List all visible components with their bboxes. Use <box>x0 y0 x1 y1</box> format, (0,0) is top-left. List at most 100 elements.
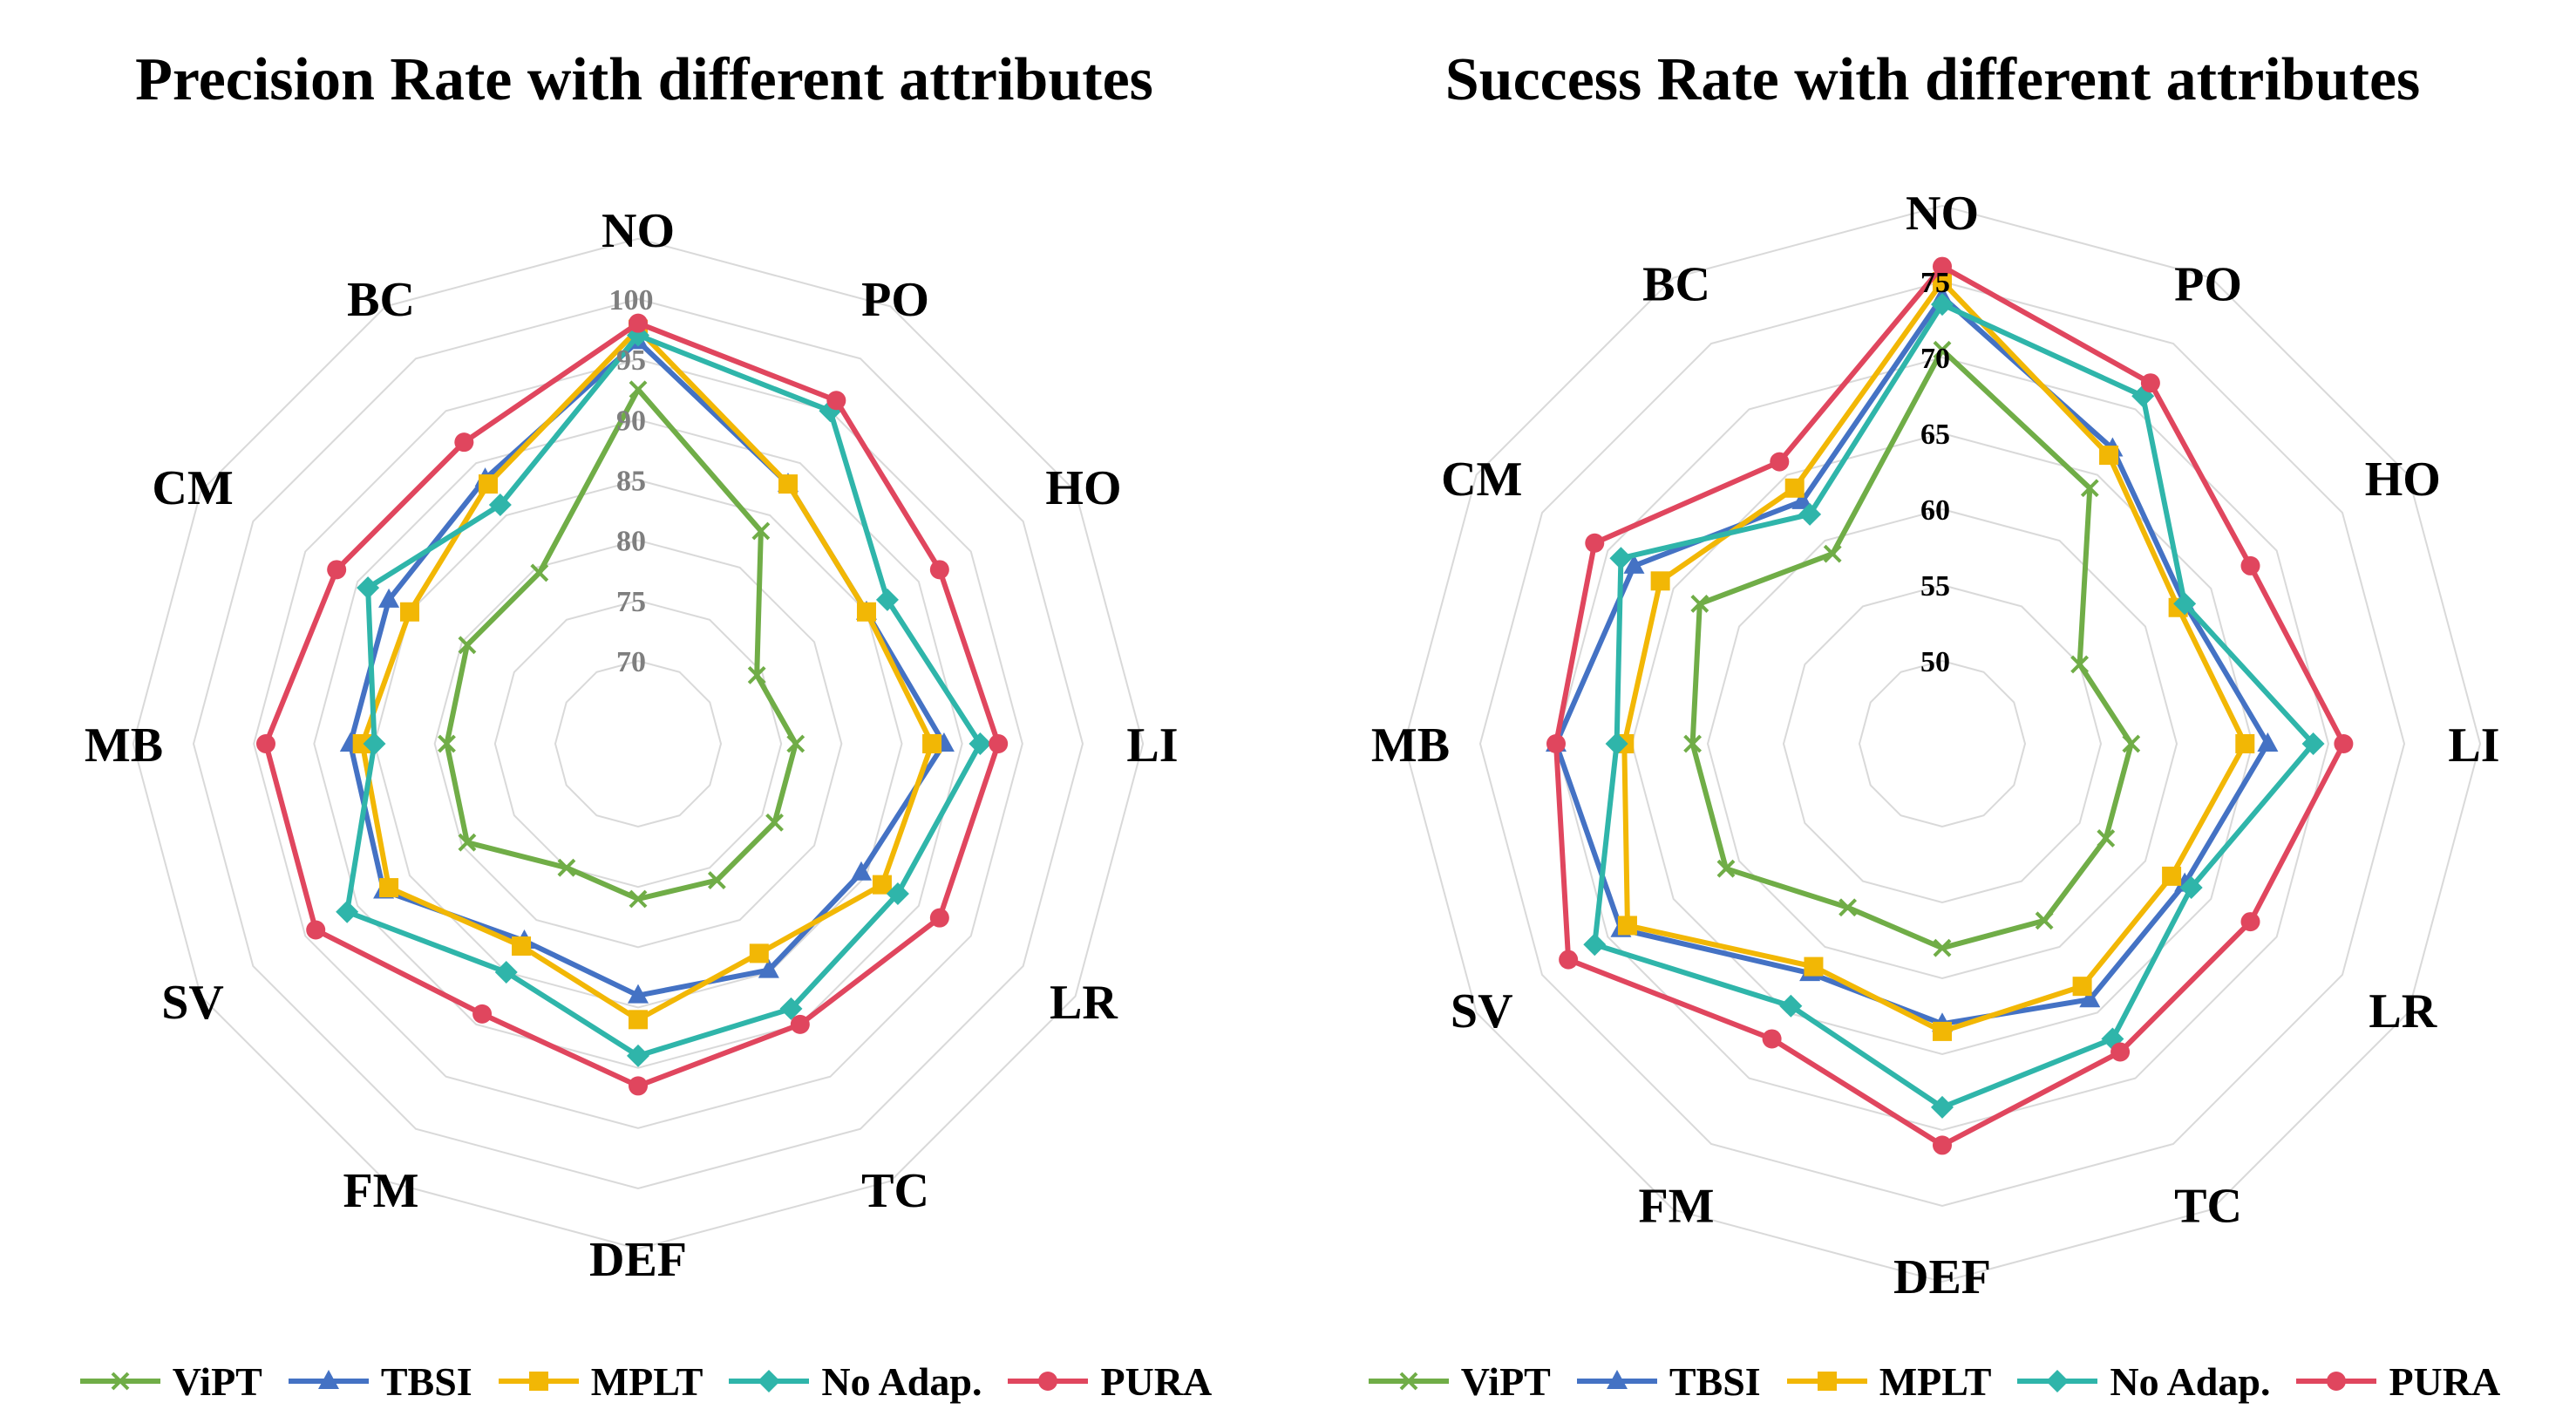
data-point <box>1683 734 1703 753</box>
data-point <box>1716 859 1736 878</box>
data-point <box>1605 732 1628 755</box>
precision-legend: ViPT TBSI MPLT No Adap. PURA <box>0 1350 1288 1413</box>
data-point <box>1585 533 1605 553</box>
axis-label-tc: TC <box>2174 1179 2242 1233</box>
data-point <box>256 734 275 753</box>
data-point <box>1791 489 1813 509</box>
radar-grid <box>1403 204 2482 1283</box>
legend-item: PURA <box>2293 1358 2500 1405</box>
precision-chart-title: Precision Rate with different attributes <box>135 46 1153 113</box>
tick-label: 65 <box>1920 419 1950 451</box>
data-point <box>989 734 1009 753</box>
axis-label-fm: FM <box>343 1164 418 1218</box>
data-point <box>1770 452 1790 472</box>
legend-marker-icon <box>528 1372 548 1391</box>
data-point <box>707 871 726 889</box>
tick-label: 85 <box>616 466 646 498</box>
axis-label-bc: BC <box>347 273 415 327</box>
tick-label: 75 <box>616 586 646 618</box>
axis-label-li: LI <box>2448 718 2499 773</box>
series-tbsi <box>339 330 955 1004</box>
data-point <box>929 560 949 580</box>
data-point <box>1933 1021 1952 1041</box>
data-point <box>747 665 766 684</box>
data-point <box>1650 571 1670 591</box>
success-legend: ViPT TBSI MPLT No Adap. PURA <box>1288 1350 2576 1413</box>
data-point <box>1779 994 1803 1018</box>
data-point <box>2122 734 2141 753</box>
data-point <box>1933 256 1952 276</box>
success-chart-title: Success Rate with different attributes <box>1444 46 2421 113</box>
data-point <box>1609 547 1633 570</box>
data-point <box>336 900 359 923</box>
data-point <box>557 858 576 877</box>
data-point <box>327 560 347 580</box>
data-point <box>1617 916 1637 936</box>
data-point <box>1762 1029 1782 1049</box>
data-point <box>379 878 399 898</box>
legend-marker-icon <box>111 1372 130 1391</box>
data-point <box>363 732 386 755</box>
legend-label: MPLT <box>590 1358 703 1404</box>
data-point <box>765 813 784 832</box>
legend-item: PURA <box>1004 1358 1212 1405</box>
category-labels: NO PO HO LI LR TC DEF FM SV MB CM BC <box>85 204 1179 1287</box>
data-point <box>628 984 649 1004</box>
data-point <box>1804 957 1824 977</box>
legend-marker-icon <box>2046 1370 2070 1392</box>
data-point <box>2301 732 2325 755</box>
data-point <box>1931 1095 1954 1119</box>
tick-label: 70 <box>616 646 646 678</box>
axis-label-no: NO <box>1906 187 1979 241</box>
legend-marker-icon <box>1399 1372 1418 1391</box>
data-point <box>458 833 477 852</box>
tick-label: 70 <box>1920 343 1950 375</box>
axis-label-bc: BC <box>1642 258 1710 312</box>
data-point <box>1583 933 1607 957</box>
data-point <box>2072 977 2092 997</box>
data-point <box>2173 592 2197 616</box>
data-point <box>2179 875 2203 899</box>
precision-radar-chart: 70 75 80 85 90 95 100 NO PO HO LI LR TC DEF FM SV MB CM BC <box>85 204 1179 1287</box>
data-point <box>1798 502 1822 526</box>
data-point <box>454 432 474 453</box>
legend-label: No Adap. <box>2110 1358 2271 1404</box>
grid-ring <box>493 599 783 889</box>
legend-marker-icon <box>1606 1370 1628 1389</box>
category-labels: NO PO HO LI LR TC DEF FM SV MB CM BC <box>1371 187 2500 1304</box>
data-point <box>872 875 892 895</box>
data-point <box>1933 340 1952 359</box>
data-point <box>512 936 532 957</box>
data-point <box>2035 911 2054 930</box>
tick-label: 75 <box>1920 267 1950 299</box>
data-point <box>1784 478 1805 498</box>
data-point <box>922 734 942 753</box>
legend-label: TBSI <box>1669 1358 1761 1404</box>
data-point <box>472 1004 493 1024</box>
grid-ring <box>1706 507 2178 980</box>
tick-label: 90 <box>616 405 646 437</box>
data-point <box>629 380 648 399</box>
tick-label: 95 <box>616 344 646 377</box>
data-point <box>1839 898 1858 917</box>
axis-label-mb: MB <box>85 718 163 773</box>
data-point <box>479 474 498 494</box>
axis-label-no: NO <box>602 204 675 258</box>
legend-marker-icon <box>1038 1372 1058 1391</box>
data-point <box>2079 988 2101 1008</box>
axis-label-cm: CM <box>1441 453 1522 507</box>
data-point <box>2240 555 2260 575</box>
data-point <box>826 391 846 411</box>
precision-rate-panel: 70 75 80 85 90 95 100 NO PO HO LI LR TC DEF FM SV MB CM BC… <box>0 46 1288 1413</box>
series-no-adap- <box>336 323 992 1067</box>
legend-label: MPLT <box>1879 1358 1992 1404</box>
grid-ring <box>1858 659 2027 828</box>
legend-marker-icon <box>1817 1372 1837 1391</box>
data-point <box>378 588 400 608</box>
series-vipt <box>1683 340 2141 957</box>
data-point <box>2140 373 2160 393</box>
data-point <box>1623 554 1645 574</box>
data-point <box>629 1010 648 1030</box>
grid-ring <box>1403 204 2482 1283</box>
data-point <box>749 943 769 963</box>
